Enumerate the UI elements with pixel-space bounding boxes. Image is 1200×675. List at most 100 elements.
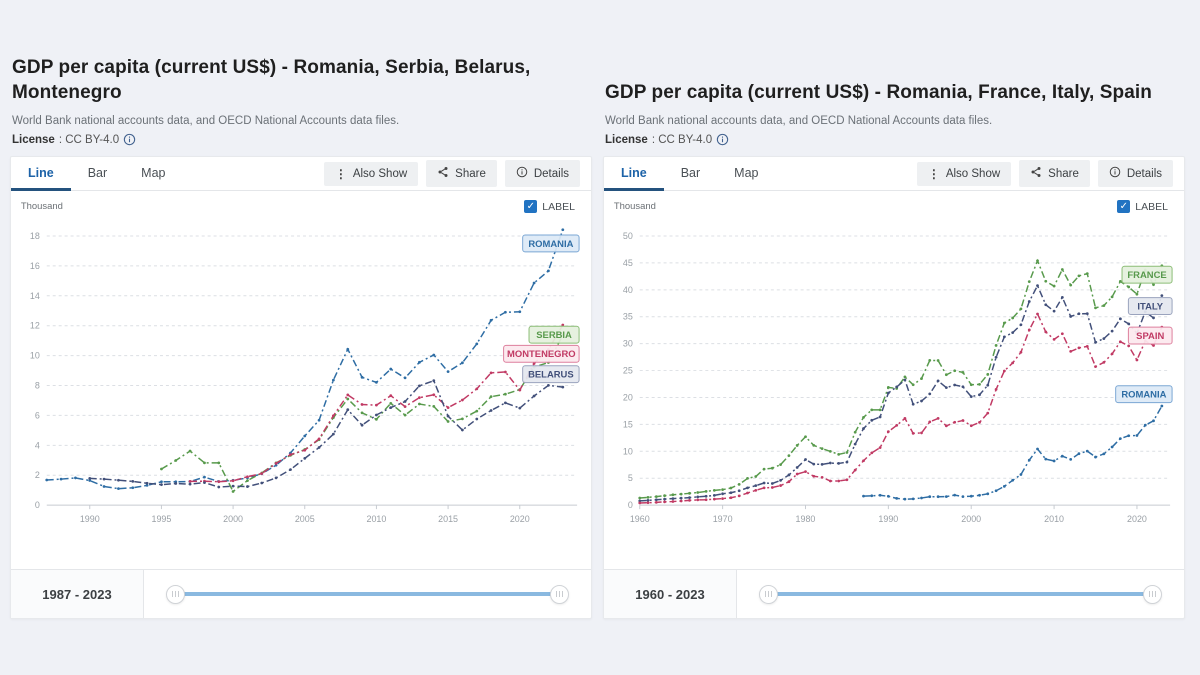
chart-area-left: 0 2 4 6 8 10 12 14 16 18 1990 1995 2000 2005 2010 2015 2… [11,191,591,569]
series-belarus [88,379,565,489]
svg-text:45: 45 [623,258,633,268]
svg-text:MONTENEGRO: MONTENEGRO [507,348,576,359]
license-value: : CC BY-4.0 [651,133,713,146]
svg-text:40: 40 [623,285,633,295]
share-label: Share [1048,167,1079,180]
license-info-icon[interactable] [716,133,729,146]
label-checkbox-text: LABEL [542,200,575,213]
also-show-label: Also Show [945,167,1001,180]
also-show-label: Also Show [352,167,408,180]
series-label-belarus: BELARUS [522,365,580,384]
share-icon [1030,166,1042,181]
slider-handle-start[interactable] [759,584,778,604]
license-info-icon[interactable] [123,133,136,146]
svg-text:14: 14 [30,291,40,301]
series-label-france: FRANCE [1121,265,1173,284]
panel-right-header: GDP per capita (current US$) - Romania, … [603,0,1185,156]
checkbox-checked-icon: ✓ [524,200,538,213]
page-title: GDP per capita (current US$) - Romania, … [605,82,1152,104]
svg-text:1960: 1960 [630,514,650,524]
chart-footer-right: 1960 - 2023 [604,569,1184,618]
svg-text:ROMANIA: ROMANIA [528,238,573,249]
tab-actions-right: ⋮ Also Show Share Details [916,157,1184,190]
svg-text:2: 2 [35,470,40,480]
slider-handle-end[interactable] [550,584,569,604]
license-label: License [12,133,55,146]
svg-text:2000: 2000 [961,514,981,524]
series-italy [638,283,1164,503]
label-checkbox-text: LABEL [1135,200,1168,213]
series-label-montenegro: MONTENEGRO [503,344,580,363]
svg-text:0: 0 [35,500,40,510]
svg-text:50: 50 [623,231,633,241]
svg-text:10: 10 [30,351,40,361]
gridlines: 0 2 4 6 8 10 12 14 16 18 [30,231,578,510]
series-romania [862,404,1164,501]
svg-text:8: 8 [35,380,40,390]
svg-text:1990: 1990 [80,514,100,524]
checkbox-checked-icon: ✓ [1117,200,1131,213]
x-axis: 1990 1995 2000 2005 2010 2015 2020 [80,505,530,524]
line-chart-right[interactable]: 0 5 10 15 20 25 30 35 40 45 50 1960 1970 1980 1990 2000… [604,191,1184,569]
svg-text:1990: 1990 [878,514,898,524]
svg-text:2015: 2015 [438,514,458,524]
chart-area-right: 0 5 10 15 20 25 30 35 40 45 50 1960 1970 1980 1990 2000… [604,191,1184,569]
svg-text:1995: 1995 [151,514,171,524]
svg-text:12: 12 [30,321,40,331]
y-axis-unit: Thousand [614,200,656,211]
year-range-slider[interactable] [166,584,569,604]
series-montenegro [188,323,565,484]
details-button[interactable]: Details [504,160,580,187]
license-line: License: CC BY-4.0 [605,133,1183,146]
page: GDP per capita (current US$) - Romania, … [10,0,1185,619]
tab-map[interactable]: Map [734,165,759,180]
tab-line[interactable]: Line [11,157,71,191]
svg-text:20: 20 [623,392,633,402]
series-label-italy: ITALY [1127,297,1173,315]
slider-handle-end[interactable] [1143,584,1162,604]
svg-text:SERBIA: SERBIA [536,329,572,340]
slider-track[interactable] [168,592,567,596]
svg-text:BELARUS: BELARUS [528,369,574,380]
svg-text:2000: 2000 [223,514,243,524]
year-range-slider[interactable] [759,584,1162,604]
slider-track[interactable] [761,592,1160,596]
share-label: Share [455,167,486,180]
tab-bar[interactable]: Bar [87,165,108,180]
source-subtitle: World Bank national accounts data, and O… [605,115,993,127]
page-title: GDP per capita (current US$) - Romania, … [12,56,531,104]
tab-actions-left: ⋮ Also Show Share Details [323,157,591,190]
series-label-romania: ROMANIA [1115,385,1173,404]
svg-text:30: 30 [623,339,633,349]
svg-text:35: 35 [623,312,633,322]
svg-text:2010: 2010 [1044,514,1064,524]
svg-text:2005: 2005 [295,514,315,524]
label-checkbox[interactable]: ✓ LABEL [524,200,575,213]
share-button[interactable]: Share [1019,160,1090,187]
series-label-romania: ROMANIA [522,234,580,253]
details-label: Details [1126,167,1162,180]
license-value: : CC BY-4.0 [58,133,120,146]
tabbar-right: Line Bar Map ⋮ Also Show Share Details [604,157,1184,191]
license-label: License [605,133,648,146]
tab-line[interactable]: Line [604,157,664,191]
tab-map[interactable]: Map [141,165,166,180]
label-checkbox[interactable]: ✓ LABEL [1117,200,1168,213]
svg-text:18: 18 [30,231,40,241]
line-chart-left[interactable]: 0 2 4 6 8 10 12 14 16 18 1990 1995 2000 2005 2010 2015 2… [11,191,591,569]
grip-icon [768,591,769,597]
chart-footer-left: 1987 - 2023 [11,569,591,618]
share-button[interactable]: Share [426,160,497,187]
svg-text:ITALY: ITALY [1137,300,1163,311]
also-show-button[interactable]: ⋮ Also Show [323,161,419,186]
details-button[interactable]: Details [1097,160,1173,187]
svg-text:5: 5 [628,473,633,483]
slider-handle-start[interactable] [166,584,185,604]
svg-text:0: 0 [628,500,633,510]
tab-bar[interactable]: Bar [680,165,701,180]
also-show-button[interactable]: ⋮ Also Show [916,161,1012,186]
slider-cell [737,570,1184,618]
svg-text:10: 10 [623,446,633,456]
series-label-serbia: SERBIA [528,325,580,344]
series-france [638,258,1164,500]
